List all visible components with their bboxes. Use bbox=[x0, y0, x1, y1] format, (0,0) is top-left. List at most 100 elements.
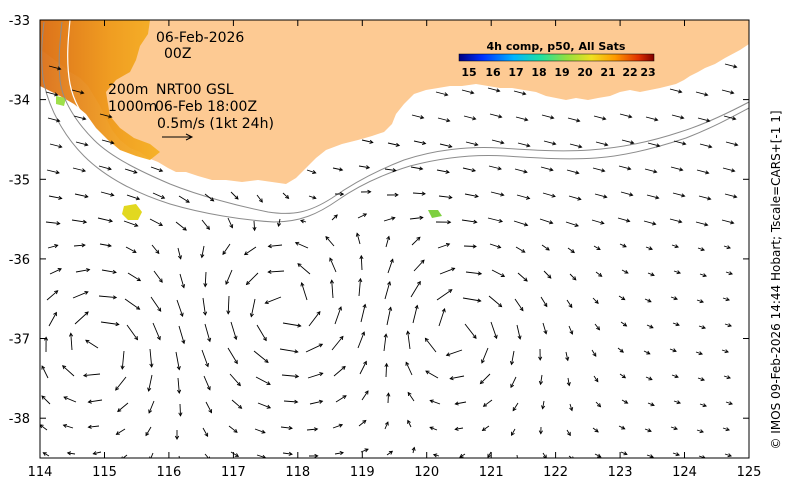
current-vector bbox=[647, 402, 655, 406]
current-vector bbox=[566, 169, 579, 174]
current-vector bbox=[306, 428, 318, 431]
current-vector-head bbox=[622, 243, 627, 248]
current-vector-head bbox=[424, 337, 429, 342]
current-vector-head bbox=[392, 168, 397, 173]
current-vector bbox=[254, 428, 266, 434]
current-vector-head bbox=[55, 170, 60, 175]
current-vector-head bbox=[384, 421, 389, 426]
current-vector-head bbox=[656, 143, 661, 148]
current-vector bbox=[695, 351, 703, 355]
current-vector-head bbox=[574, 223, 579, 228]
current-vector bbox=[202, 297, 206, 315]
isobath-1000m bbox=[41, 21, 749, 223]
current-vector bbox=[567, 377, 570, 386]
current-vector-head bbox=[707, 196, 712, 201]
current-vector-head bbox=[700, 247, 705, 252]
current-vector-head bbox=[652, 221, 657, 226]
current-vector-head bbox=[145, 431, 150, 437]
current-vector-head bbox=[389, 258, 394, 263]
current-vector bbox=[40, 424, 48, 431]
current-vector bbox=[387, 259, 394, 274]
current-vector bbox=[153, 270, 163, 283]
current-vector-head bbox=[621, 374, 627, 379]
current-vector bbox=[461, 89, 474, 94]
current-vector bbox=[358, 420, 367, 427]
current-vector bbox=[121, 350, 125, 369]
current-vector-head bbox=[81, 243, 86, 248]
current-vector bbox=[464, 193, 479, 198]
current-vector bbox=[148, 400, 155, 414]
current-vector-head bbox=[674, 244, 679, 249]
current-vector bbox=[127, 272, 141, 281]
current-vector bbox=[595, 141, 608, 146]
current-vector bbox=[697, 377, 705, 381]
current-vector-head bbox=[449, 376, 454, 381]
current-vector bbox=[673, 140, 686, 145]
current-vector-head bbox=[312, 169, 317, 174]
current-vector-head bbox=[158, 278, 163, 283]
current-vector bbox=[465, 271, 482, 275]
current-vector bbox=[487, 87, 500, 92]
current-vector bbox=[459, 453, 466, 458]
current-vector-head bbox=[622, 322, 628, 327]
current-vector bbox=[331, 336, 344, 351]
current-vector bbox=[721, 349, 729, 353]
current-vector-head bbox=[517, 335, 522, 340]
current-vector-head bbox=[445, 169, 450, 174]
current-vector bbox=[41, 365, 49, 379]
current-vector bbox=[88, 399, 103, 403]
current-vector-head bbox=[277, 222, 282, 228]
current-vector-head bbox=[364, 390, 369, 395]
current-vector bbox=[724, 193, 737, 198]
current-vector-head bbox=[178, 460, 181, 463]
current-vector-head bbox=[68, 332, 74, 337]
current-vector-head bbox=[288, 425, 293, 431]
current-vector-head bbox=[294, 241, 300, 246]
current-vector-head bbox=[92, 451, 97, 456]
current-vector bbox=[178, 455, 180, 458]
current-vector-head bbox=[728, 271, 733, 276]
current-vector bbox=[383, 334, 387, 352]
current-vector bbox=[301, 282, 308, 301]
current-vector bbox=[101, 139, 114, 144]
current-vector bbox=[357, 331, 365, 349]
current-vector-head bbox=[673, 296, 679, 301]
current-vector-head bbox=[630, 140, 635, 145]
current-vector-head bbox=[653, 169, 658, 174]
current-vector bbox=[227, 295, 230, 314]
current-vector bbox=[256, 324, 267, 341]
current-vector bbox=[229, 373, 241, 386]
current-vector bbox=[569, 143, 582, 148]
x-tick-117: 117 bbox=[221, 20, 246, 480]
current-vector bbox=[75, 269, 90, 273]
current-vector bbox=[100, 321, 119, 325]
current-vector-head bbox=[57, 66, 62, 71]
current-vector-head bbox=[678, 219, 683, 224]
current-vector bbox=[150, 452, 154, 458]
current-vector-head bbox=[297, 323, 302, 328]
current-vector bbox=[383, 217, 395, 222]
current-vector bbox=[71, 89, 84, 94]
current-vector-head bbox=[569, 330, 574, 335]
current-vector bbox=[462, 167, 476, 172]
current-vector-head bbox=[314, 453, 319, 458]
current-vector bbox=[45, 91, 58, 96]
current-vector-head bbox=[222, 250, 227, 256]
current-vector-head bbox=[388, 450, 394, 455]
current-vector-head bbox=[243, 251, 249, 256]
current-vector bbox=[385, 236, 390, 248]
current-vector-head bbox=[523, 169, 528, 174]
current-vector bbox=[45, 221, 60, 225]
current-vector bbox=[410, 166, 423, 170]
current-vector bbox=[101, 269, 117, 273]
current-vector bbox=[246, 272, 259, 285]
current-vector-head bbox=[441, 308, 446, 313]
current-vector-head bbox=[262, 336, 267, 342]
current-vector-head bbox=[547, 274, 552, 279]
current-vector-head bbox=[728, 401, 733, 406]
x-tick-label: 125 bbox=[737, 465, 762, 480]
current-vector-head bbox=[362, 419, 367, 424]
current-vector-head bbox=[407, 391, 412, 397]
current-vector bbox=[230, 321, 237, 340]
current-vector-head bbox=[179, 312, 184, 317]
